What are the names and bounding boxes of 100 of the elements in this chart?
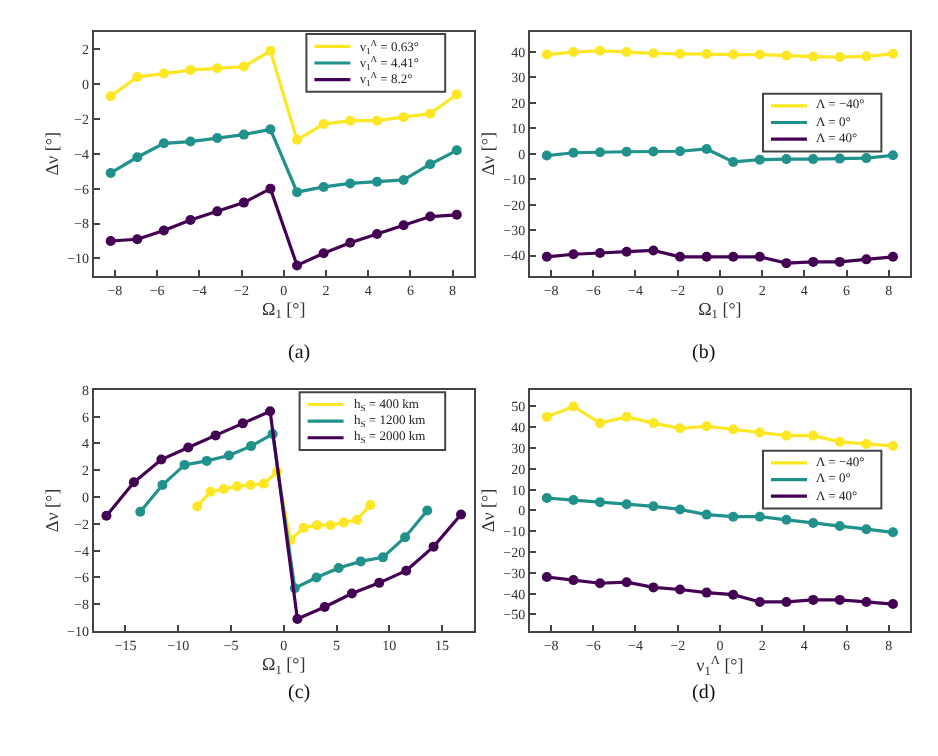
point xyxy=(675,251,686,262)
point xyxy=(754,251,765,262)
point xyxy=(345,178,356,189)
point xyxy=(675,48,686,59)
point xyxy=(218,484,229,495)
point xyxy=(621,146,632,157)
point xyxy=(541,492,552,503)
point xyxy=(451,89,462,100)
point xyxy=(185,65,196,76)
text: (c) xyxy=(288,682,311,704)
point xyxy=(238,129,249,140)
point xyxy=(887,441,898,451)
point xyxy=(648,48,659,59)
point xyxy=(292,260,303,271)
point xyxy=(861,524,872,535)
point xyxy=(754,427,765,438)
point xyxy=(595,418,606,429)
point xyxy=(183,442,194,453)
point xyxy=(621,411,632,422)
point xyxy=(595,147,606,158)
point xyxy=(246,441,257,452)
point xyxy=(648,245,659,256)
point xyxy=(311,520,322,531)
point xyxy=(105,236,116,246)
point xyxy=(648,501,659,512)
point xyxy=(568,401,579,412)
point xyxy=(887,150,898,161)
y-axis-title: Δν [°] xyxy=(41,132,62,176)
point xyxy=(351,514,362,525)
point xyxy=(861,438,872,449)
point xyxy=(311,572,322,583)
point xyxy=(781,258,792,269)
point xyxy=(728,589,739,600)
point xyxy=(568,47,579,58)
point xyxy=(398,174,409,185)
point xyxy=(265,124,276,135)
point xyxy=(156,454,167,465)
point xyxy=(128,477,139,488)
point xyxy=(808,430,819,441)
point xyxy=(834,153,845,164)
point xyxy=(318,181,329,192)
point xyxy=(781,154,792,165)
y-axis-title: Δν [°] xyxy=(41,488,62,533)
point xyxy=(675,423,686,434)
point xyxy=(456,509,467,520)
point xyxy=(621,246,632,257)
point xyxy=(621,47,632,58)
point xyxy=(132,152,143,163)
point xyxy=(541,411,552,422)
point xyxy=(887,48,898,59)
point xyxy=(425,108,436,119)
point xyxy=(265,406,276,417)
point xyxy=(701,49,712,60)
point xyxy=(781,430,792,441)
point xyxy=(834,436,845,447)
point xyxy=(808,154,819,165)
point xyxy=(675,146,686,157)
point xyxy=(621,577,632,588)
point xyxy=(232,481,243,492)
point xyxy=(210,430,221,441)
point xyxy=(265,183,276,194)
point xyxy=(428,541,439,552)
point xyxy=(568,575,579,586)
point xyxy=(132,72,143,83)
point xyxy=(179,459,190,470)
point xyxy=(595,247,606,258)
point xyxy=(157,480,168,490)
point xyxy=(861,51,872,62)
point xyxy=(400,532,411,543)
point xyxy=(377,552,388,563)
point xyxy=(808,594,819,605)
point xyxy=(192,501,203,512)
point xyxy=(887,527,898,538)
point xyxy=(338,517,349,528)
point xyxy=(568,147,579,158)
point xyxy=(648,582,659,593)
point xyxy=(754,596,765,607)
x-axis-title: Ω$_{1}$ [°] xyxy=(262,653,306,678)
point xyxy=(834,594,845,605)
point xyxy=(834,521,845,532)
point xyxy=(861,596,872,607)
point xyxy=(541,49,552,60)
point xyxy=(135,506,146,517)
point xyxy=(355,556,366,567)
point xyxy=(808,51,819,62)
point xyxy=(205,486,216,497)
point xyxy=(212,133,223,144)
y-axis-title: Δν [°] xyxy=(477,132,498,176)
point xyxy=(238,61,249,72)
point xyxy=(105,167,116,178)
point xyxy=(425,159,436,170)
point xyxy=(728,156,739,167)
point xyxy=(398,220,409,231)
point xyxy=(781,596,792,607)
point xyxy=(158,68,169,79)
point xyxy=(675,504,686,515)
point xyxy=(372,176,383,187)
point xyxy=(728,424,739,435)
point xyxy=(701,421,712,432)
point xyxy=(541,572,552,582)
